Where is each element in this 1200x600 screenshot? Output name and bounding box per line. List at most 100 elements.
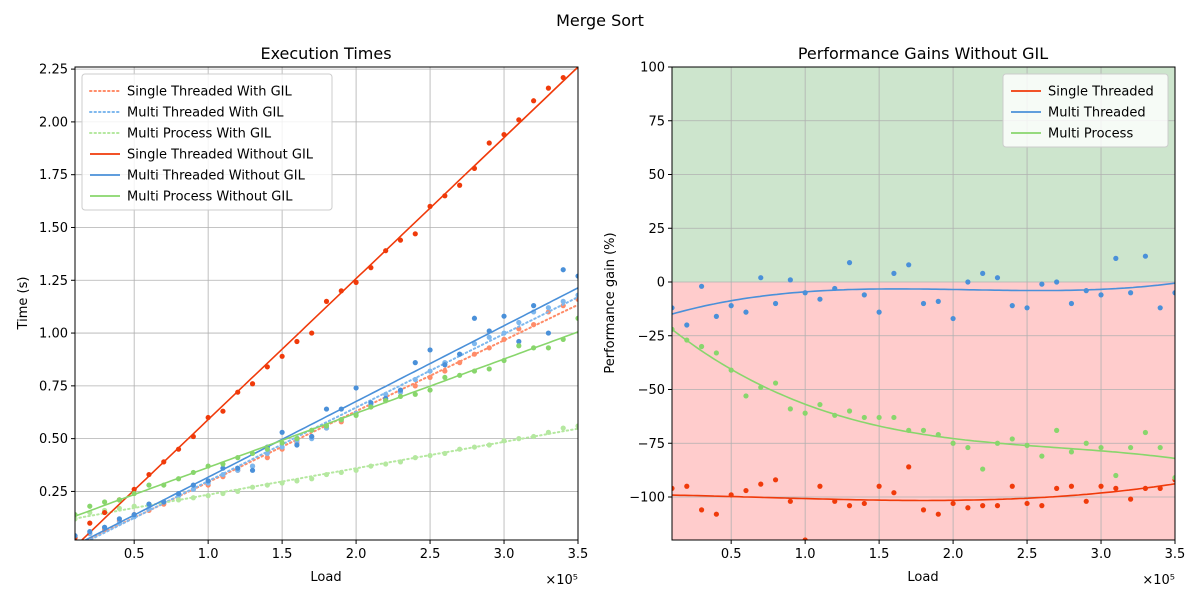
data-point-multi-threaded-without-gil: [146, 501, 152, 507]
data-point-single-threaded-with-gil: [501, 336, 507, 342]
data-point-multi-process-with-gil: [294, 478, 300, 484]
data-point-single-threaded: [1039, 503, 1045, 509]
data-point-multi-threaded-without-gil: [249, 467, 256, 473]
legend: Single Threaded Multi Threaded Multi Proce…: [1002, 73, 1169, 148]
data-point-multi-threaded-without-gil: [560, 267, 566, 273]
data-point-multi-process-with-gil: [457, 446, 463, 452]
data-point-multi-threaded-with-gil: [279, 444, 285, 450]
data-point-multi-process-without-gil: [457, 372, 463, 378]
data-point-multi-process-without-gil: [101, 499, 108, 505]
data-point-single-threaded-without-gil: [486, 140, 492, 146]
data-point-multi-threaded: [965, 279, 971, 285]
x-axis-offset-text: ×10⁵: [1142, 573, 1175, 588]
data-point-single-threaded: [1083, 498, 1089, 504]
data-point-single-threaded: [965, 505, 971, 511]
data-point-multi-process-with-gil: [205, 493, 211, 499]
data-point-multi-process: [758, 384, 764, 390]
data-point-multi-threaded-with-gil: [220, 471, 226, 478]
data-point-multi-process-without-gil: [75, 512, 78, 518]
data-point-multi-threaded-with-gil: [427, 368, 433, 374]
data-point-multi-process: [713, 350, 719, 356]
data-point-multi-process-without-gil: [294, 436, 300, 442]
data-point-single-threaded: [935, 511, 941, 517]
data-point-single-threaded-without-gil: [309, 330, 315, 336]
data-point-single-threaded: [1128, 496, 1134, 502]
data-point-multi-process-without-gil: [146, 482, 152, 488]
data-point-multi-threaded-without-gil: [501, 313, 507, 319]
y-tick-label: −50: [638, 383, 665, 398]
data-point-multi-threaded: [1157, 305, 1163, 311]
data-point-single-threaded-without-gil: [353, 279, 359, 285]
data-point-multi-process: [684, 337, 690, 343]
legend-label: Multi Threaded With GIL: [127, 106, 284, 121]
data-point-single-threaded: [846, 503, 853, 509]
performance-gains-chart: Performance Gains Without GIL Load Perfo…: [603, 44, 1185, 588]
data-point-multi-process-with-gil: [368, 463, 374, 469]
data-point-single-threaded-without-gil: [501, 131, 507, 138]
y-tick-label: −25: [638, 329, 665, 344]
data-point-single-threaded: [920, 507, 927, 513]
data-point-single-threaded-without-gil: [560, 74, 566, 81]
data-point-multi-threaded: [1113, 255, 1119, 261]
legend: Single Threaded With GIL Multi Threaded W…: [81, 73, 333, 211]
y-tick-label: 2.25: [39, 63, 68, 78]
data-point-multi-threaded-with-gil: [545, 305, 552, 311]
data-point-multi-process: [1128, 444, 1134, 451]
data-point-multi-process-without-gil: [205, 463, 211, 469]
x-tick-label: 2.5: [1017, 547, 1038, 562]
data-point-multi-process: [891, 414, 897, 421]
data-point-single-threaded: [861, 500, 867, 507]
data-point-multi-process-with-gil: [412, 455, 418, 461]
data-point-multi-process-with-gil: [249, 484, 256, 490]
data-point-multi-process-with-gil: [235, 488, 241, 495]
data-point-multi-threaded: [772, 300, 779, 307]
data-point-multi-process: [802, 410, 808, 416]
data-point-single-threaded: [758, 481, 764, 487]
y-tick-label: −100: [629, 491, 665, 506]
x-axis-offset-text: ×10⁵: [545, 573, 578, 588]
data-point-multi-process-without-gil: [353, 412, 359, 419]
data-point-single-threaded-without-gil: [397, 237, 404, 243]
data-point-multi-process-with-gil: [383, 461, 389, 467]
data-point-multi-threaded: [846, 260, 853, 266]
data-point-multi-process-with-gil: [575, 423, 578, 429]
x-tick-label: 2.5: [420, 547, 441, 562]
y-tick-label: 0: [657, 276, 665, 291]
data-point-single-threaded-without-gil: [471, 165, 478, 171]
data-point-multi-threaded: [980, 270, 986, 276]
data-point-multi-process-without-gil: [383, 398, 389, 404]
data-point-single-threaded-without-gil: [190, 433, 196, 440]
data-point-multi-process: [772, 380, 779, 386]
data-point-single-threaded-without-gil: [205, 414, 211, 421]
data-point-multi-threaded: [1083, 288, 1089, 294]
data-point-multi-process-without-gil: [486, 366, 492, 372]
x-tick-label: 1.0: [198, 547, 219, 562]
data-point-multi-threaded-without-gil: [575, 273, 578, 279]
data-point-single-threaded: [1009, 483, 1015, 489]
data-point-multi-process-without-gil: [264, 446, 270, 452]
data-point-single-threaded: [980, 503, 986, 509]
data-point-multi-threaded: [728, 303, 734, 309]
data-point-multi-process-without-gil: [516, 343, 522, 349]
data-point-multi-threaded: [743, 309, 749, 315]
data-point-multi-threaded: [1009, 303, 1015, 309]
data-point-multi-threaded-without-gil: [87, 528, 93, 535]
data-point-single-threaded-with-gil: [486, 345, 492, 351]
data-point-multi-process: [1098, 444, 1104, 451]
data-point-multi-process: [994, 440, 1001, 446]
data-point-multi-process-without-gil: [190, 469, 196, 476]
x-tick-label: 0.5: [721, 547, 742, 562]
data-point-multi-process: [1113, 472, 1119, 479]
data-point-single-threaded-without-gil: [516, 117, 522, 123]
y-tick-label: 1.75: [39, 168, 68, 183]
data-point-multi-threaded: [817, 296, 823, 302]
data-point-multi-threaded: [1024, 305, 1030, 311]
legend-label: Multi Threaded Without GIL: [127, 169, 306, 184]
series-line-multi-process-with-gil: [75, 427, 578, 520]
data-point-multi-process-without-gil: [471, 368, 478, 374]
data-point-multi-process: [906, 427, 912, 433]
y-tick-label: 0.25: [39, 485, 68, 500]
data-point-multi-process-with-gil: [323, 471, 330, 478]
execution-times-chart: Execution Times Load Time (s) ×10⁵ 0.5 1.…: [16, 44, 588, 588]
data-point-multi-threaded-without-gil: [294, 442, 300, 448]
